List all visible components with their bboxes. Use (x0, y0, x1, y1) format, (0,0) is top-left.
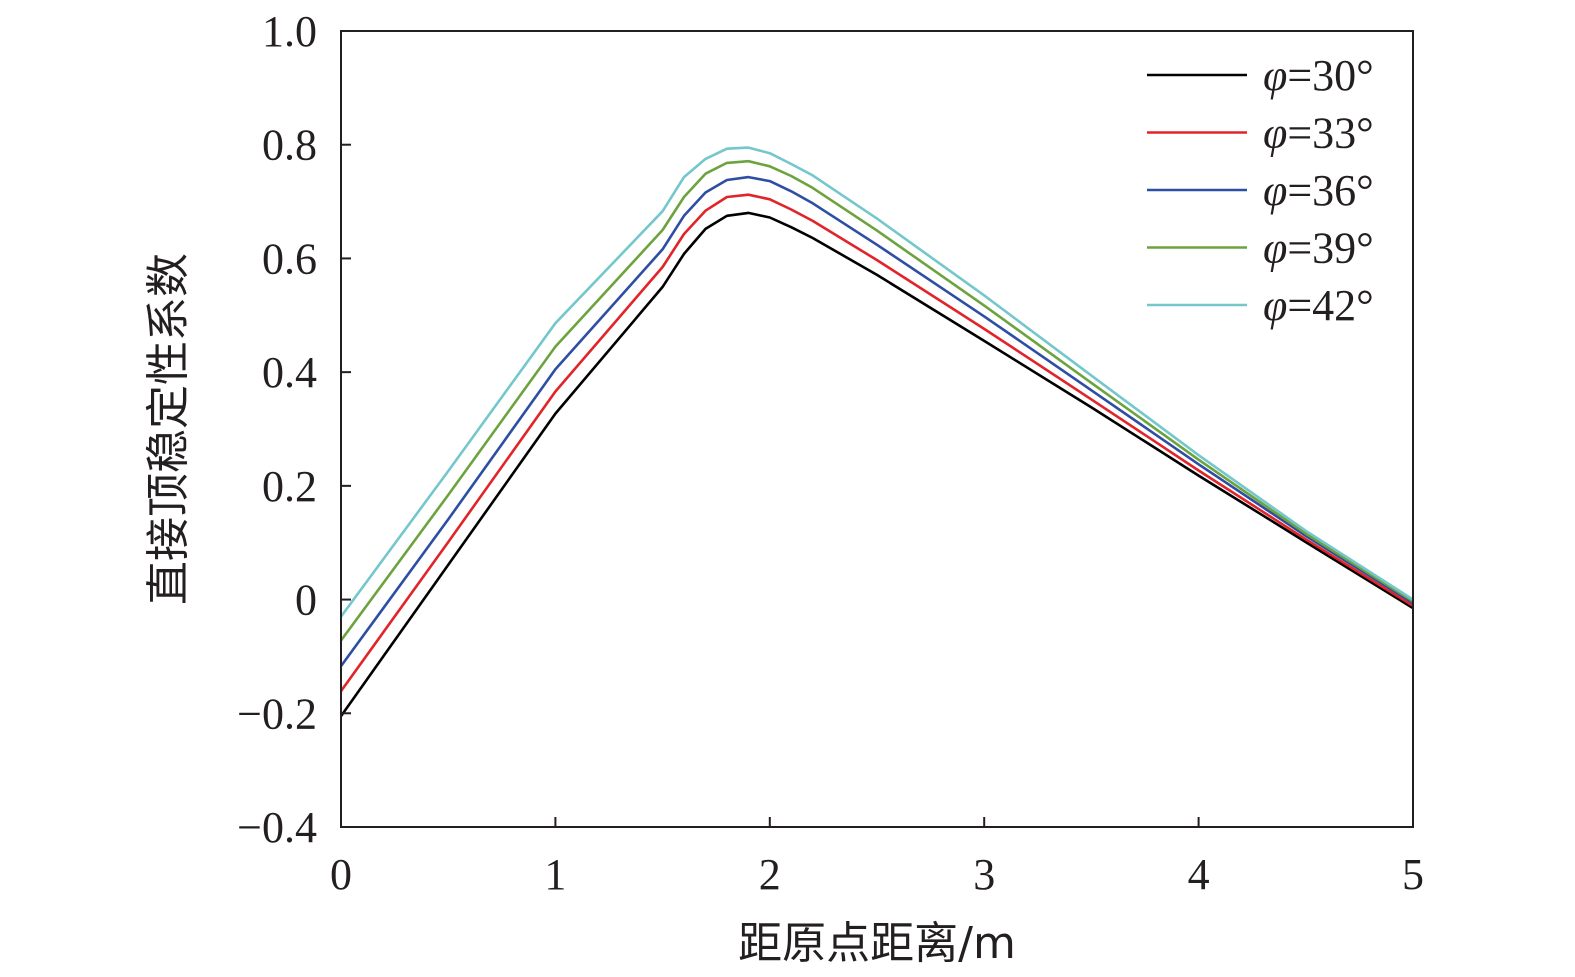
y-tick-label: −0.2 (237, 689, 317, 738)
plot-frame (340, 30, 1414, 828)
y-tick-label: 0.8 (262, 121, 317, 170)
x-tick-label: 2 (759, 850, 781, 899)
y-axis-title: 直接顶稳定性系数 (143, 253, 194, 605)
legend-label-1: φ=30° (1263, 51, 1374, 100)
x-tick-label: 1 (544, 850, 566, 899)
plot-lines (339, 146, 1414, 717)
y-tick-label: −0.4 (237, 803, 317, 852)
series-line-3 (339, 175, 1414, 667)
series-line-2 (339, 193, 1414, 692)
series-line-4 (339, 159, 1414, 642)
x-tick-label: 3 (973, 850, 995, 899)
y-tick-label: 0.4 (262, 348, 317, 397)
series-line-1 (339, 211, 1414, 717)
legend-label-3: φ=36° (1263, 166, 1374, 215)
y-tick-label: 0 (295, 576, 317, 625)
axis-ticks: 0 1 2 3 4 5 −0.4 −0.2 0 0.2 0.4 0.6 0.8 1.0 (237, 7, 1424, 899)
legend-label-5: φ=42° (1263, 281, 1374, 330)
legend-label-4: φ=39° (1263, 224, 1374, 273)
x-axis-title: 距原点距离/m (738, 918, 1016, 969)
x-tick-label: 4 (1188, 850, 1210, 899)
legend: φ=30° φ=33° φ=36° φ=39° φ=42° (1147, 51, 1374, 330)
y-tick-label: 1.0 (262, 7, 317, 56)
y-tick-label: 0.6 (262, 234, 317, 283)
series-line-5 (339, 146, 1414, 618)
x-tick-label: 0 (330, 850, 352, 899)
y-tick-label: 0.2 (262, 462, 317, 511)
legend-label-2: φ=33° (1263, 109, 1374, 158)
x-tick-label: 5 (1402, 850, 1424, 899)
